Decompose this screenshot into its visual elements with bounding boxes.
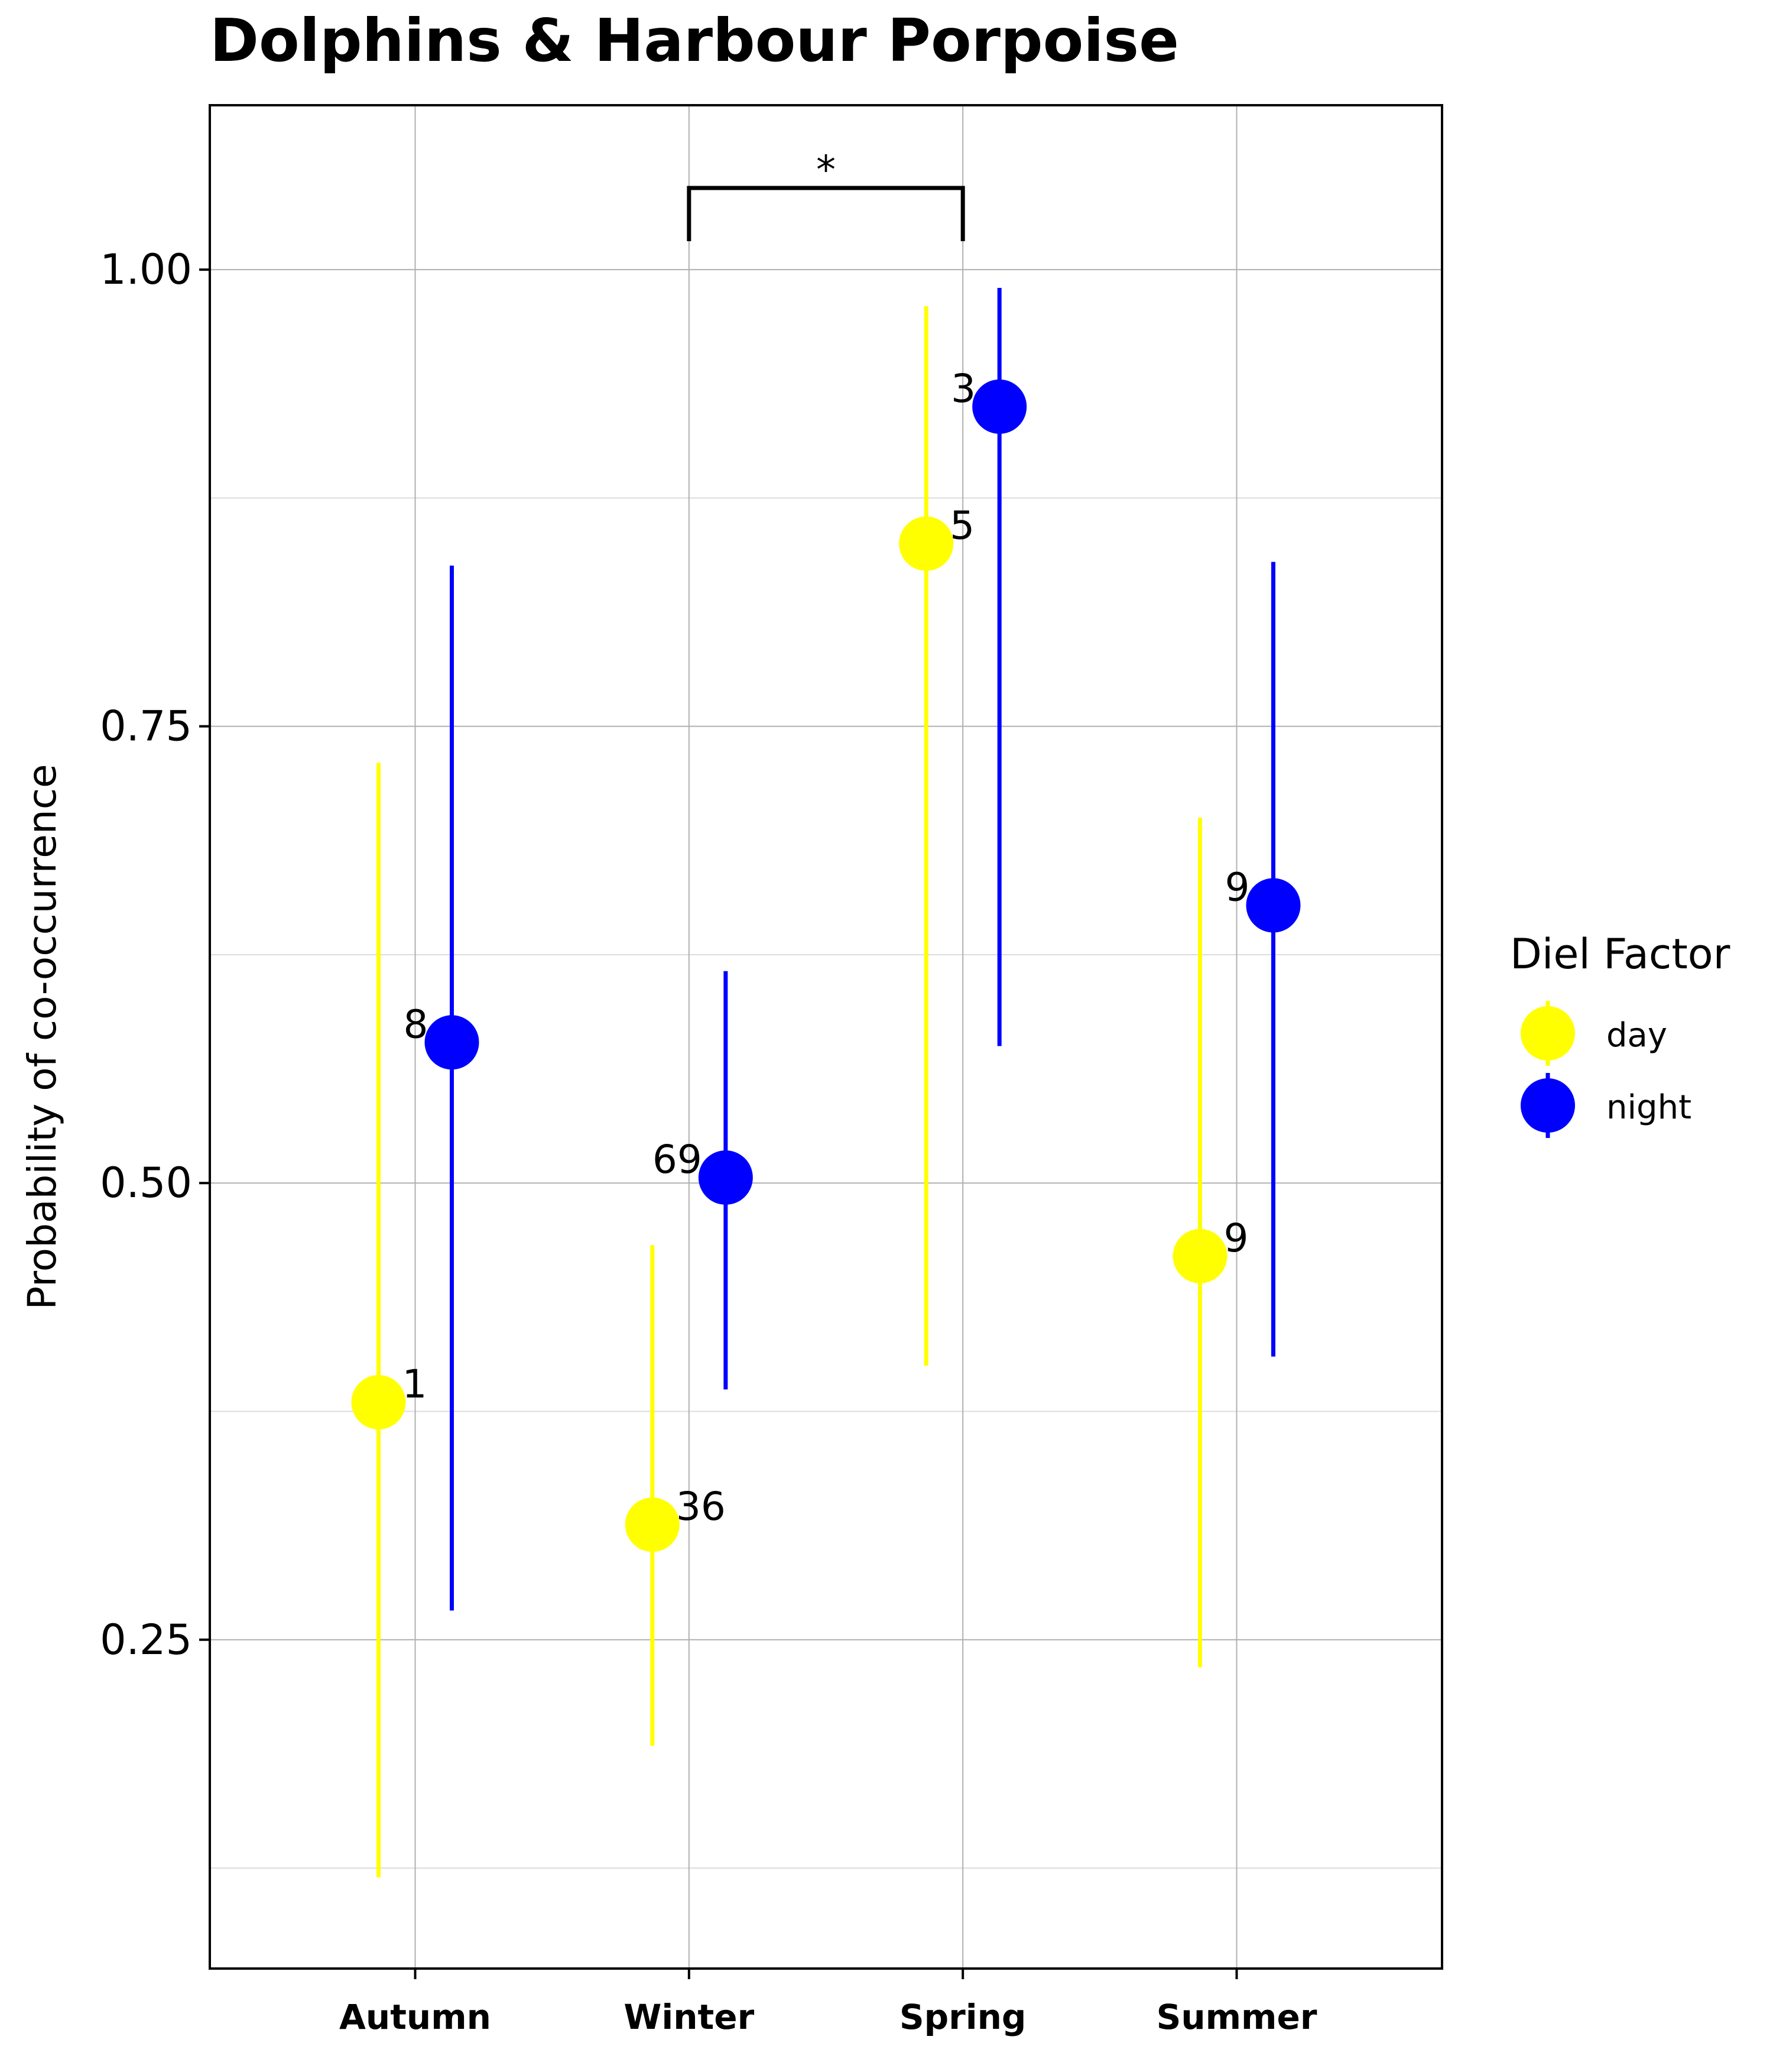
y-tick-label: 0.25 — [100, 1616, 192, 1664]
data-label-night: 3 — [951, 366, 976, 411]
legend-key-day — [1521, 1006, 1575, 1061]
legend-label-day: day — [1606, 1016, 1667, 1055]
point-night — [424, 1015, 479, 1070]
data-label-night: 69 — [652, 1137, 702, 1182]
data-label-day: 1 — [402, 1361, 427, 1407]
point-night — [698, 1150, 753, 1205]
chart-title: Dolphins & Harbour Porpoise — [210, 6, 1179, 75]
data-label-night: 8 — [404, 1001, 428, 1047]
significance-bracket — [687, 186, 965, 241]
y-tick-label: 1.00 — [100, 245, 192, 294]
point-day — [625, 1497, 680, 1552]
data-label-day: 9 — [1224, 1215, 1249, 1261]
data-label-night: 9 — [1225, 865, 1250, 910]
point-night — [1246, 878, 1301, 933]
point-day — [351, 1375, 406, 1430]
y-axis-label: Probability of co-occurrence — [20, 764, 65, 1309]
data-label-day: 36 — [676, 1484, 726, 1529]
point-day — [899, 516, 954, 571]
y-tick-label: 0.75 — [100, 702, 192, 751]
plot-background — [210, 105, 1442, 1969]
plot-border — [209, 104, 1443, 1970]
x-tick-label: Winter — [624, 1997, 754, 2037]
x-tick-label: Autumn — [339, 1997, 491, 2037]
point-night — [972, 379, 1027, 434]
legend-title: Diel Factor — [1510, 930, 1730, 978]
legend-label-night: night — [1606, 1088, 1691, 1127]
significance-star: * — [816, 147, 836, 193]
x-tick-label: Spring — [900, 1997, 1027, 2037]
x-tick-label: Summer — [1157, 1997, 1317, 2037]
point-day — [1173, 1228, 1228, 1283]
y-tick-label: 0.50 — [100, 1159, 192, 1207]
data-label-day: 5 — [950, 503, 975, 549]
legend-key-night — [1521, 1078, 1575, 1133]
